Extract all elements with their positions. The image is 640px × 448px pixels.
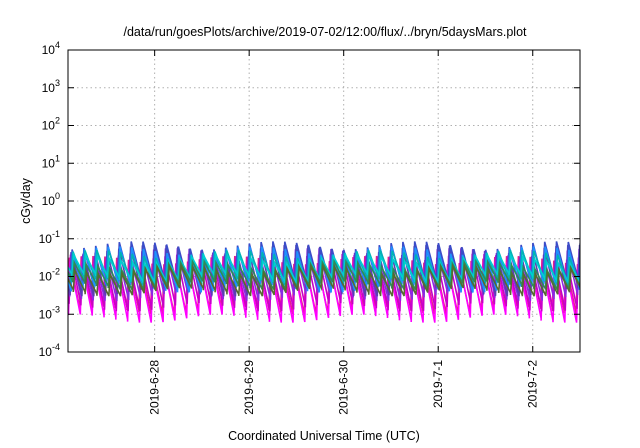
y-tick-exponent: 0 [55, 191, 60, 201]
y-tick-exponent: 2 [55, 116, 60, 126]
y-tick: 102 [42, 116, 580, 133]
y-tick-label: 101 [42, 153, 60, 170]
y-tick-exponent: -4 [52, 342, 60, 352]
series-line [68, 263, 580, 297]
y-tick: 10-4 [39, 342, 580, 359]
y-tick-base: 10 [39, 270, 53, 284]
x-tick-label: 2019-7-1 [431, 360, 445, 408]
y-tick-label: 102 [42, 116, 60, 133]
y-tick-label: 103 [42, 78, 60, 95]
y-tick: 101 [42, 153, 580, 170]
y-tick-base: 10 [39, 232, 53, 246]
y-tick-base: 10 [42, 119, 56, 133]
y-tick-label: 10-4 [39, 342, 60, 359]
x-tick: 2019-7-2 [526, 50, 540, 408]
x-axis: 2019-6-28 2019-6-29 2019-6-30 2019-7-1 2019-… [148, 50, 540, 415]
y-tick-label: 104 [42, 40, 60, 57]
y-tick-exponent: -2 [52, 267, 60, 277]
y-tick: 100 [42, 191, 580, 208]
y-tick-exponent: 3 [55, 78, 60, 88]
y-tick-label: 10-1 [39, 229, 60, 246]
y-tick-exponent: -3 [52, 304, 60, 314]
x-tick-label: 2019-6-28 [148, 360, 162, 415]
x-tick: 2019-7-1 [431, 50, 445, 408]
y-tick-exponent: -1 [52, 229, 60, 239]
y-axis-label: cGy/day [19, 177, 33, 224]
y-tick-exponent: 4 [55, 40, 60, 50]
x-tick: 2019-6-29 [242, 50, 256, 415]
y-tick: 10-2 [39, 267, 580, 284]
y-tick-base: 10 [42, 81, 56, 95]
x-tick: 2019-6-28 [148, 50, 162, 415]
y-tick: 103 [42, 78, 580, 95]
y-tick-exponent: 1 [55, 153, 60, 163]
y-tick-base: 10 [39, 307, 53, 321]
x-tick-label: 2019-6-29 [242, 360, 256, 415]
x-tick: 2019-6-30 [337, 50, 351, 415]
series-layer [68, 241, 580, 323]
y-tick: 104 [42, 40, 580, 57]
grid [68, 50, 580, 352]
x-tick-label: 2019-7-2 [526, 360, 540, 408]
y-tick-base: 10 [42, 43, 56, 57]
y-tick-base: 10 [42, 156, 56, 170]
y-tick-label: 10-3 [39, 304, 60, 321]
y-tick-base: 10 [39, 345, 53, 359]
y-tick-base: 10 [42, 194, 56, 208]
chart-title: /data/run/goesPlots/archive/2019-07-02/1… [123, 25, 527, 39]
x-axis-label: Coordinated Universal Time (UTC) [228, 429, 420, 443]
x-tick-label: 2019-6-30 [337, 360, 351, 415]
y-tick: 10-3 [39, 304, 580, 321]
y-tick: 10-1 [39, 229, 580, 246]
y-tick-label: 100 [42, 191, 60, 208]
y-tick-label: 10-2 [39, 267, 60, 284]
